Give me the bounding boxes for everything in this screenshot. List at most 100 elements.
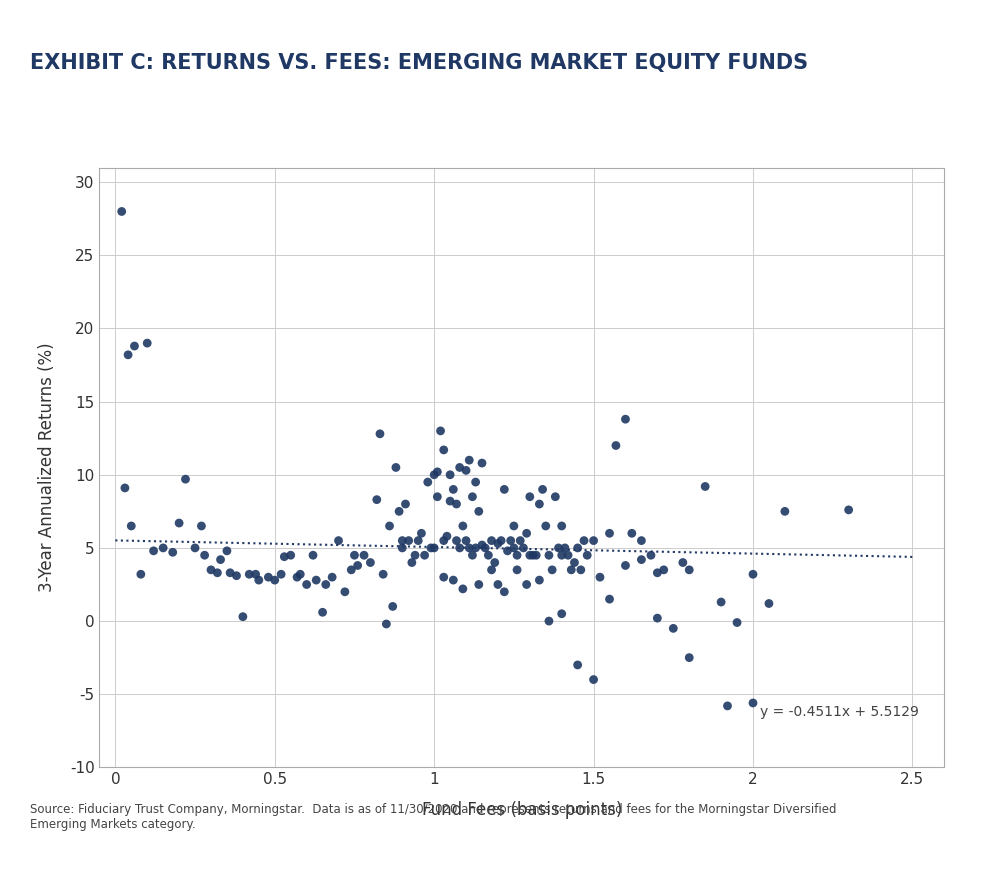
Point <box>194 519 210 533</box>
Point <box>471 505 487 519</box>
Point <box>229 569 245 583</box>
Point <box>395 541 411 555</box>
Point <box>435 534 451 548</box>
Point <box>369 492 385 506</box>
Point <box>426 467 442 482</box>
Point <box>624 527 640 541</box>
Point <box>746 696 761 710</box>
Point <box>439 529 455 543</box>
Point <box>617 412 633 426</box>
Point <box>564 563 580 577</box>
Point <box>133 567 149 581</box>
Point <box>461 541 477 555</box>
Point <box>720 699 736 713</box>
Point <box>548 490 564 504</box>
Point <box>139 336 155 350</box>
Point <box>608 438 624 452</box>
Point <box>414 527 429 541</box>
Point <box>315 605 331 619</box>
Point <box>532 573 548 587</box>
Point <box>675 556 691 570</box>
Point <box>474 538 490 552</box>
Point <box>777 505 793 519</box>
Point <box>451 541 467 555</box>
Point <box>398 497 414 511</box>
Point <box>113 205 129 219</box>
Point <box>435 443 451 457</box>
Point <box>282 549 298 563</box>
Point <box>477 541 493 555</box>
Point <box>512 534 528 548</box>
Point <box>213 552 229 566</box>
Y-axis label: 3-Year Annualized Returns (%): 3-Year Annualized Returns (%) <box>38 342 56 593</box>
Point <box>713 595 729 609</box>
Point <box>451 460 467 475</box>
Point <box>525 549 541 563</box>
Point <box>146 544 162 558</box>
Point <box>419 475 435 490</box>
Point <box>490 578 506 592</box>
Point <box>458 463 474 477</box>
Point <box>601 592 617 606</box>
Point <box>841 503 857 517</box>
Point <box>480 549 496 563</box>
Point <box>633 552 649 566</box>
Point <box>435 570 451 584</box>
Point <box>551 541 567 555</box>
Point <box>484 534 500 548</box>
Point <box>538 519 554 533</box>
Point <box>496 482 512 497</box>
Point <box>519 578 535 592</box>
Point <box>379 617 395 631</box>
Point <box>260 570 276 584</box>
Point <box>248 567 263 581</box>
Point <box>541 614 557 628</box>
Point <box>461 453 477 467</box>
Point <box>305 549 321 563</box>
Point <box>746 567 761 581</box>
Point <box>203 563 219 577</box>
Point <box>561 549 577 563</box>
Point <box>656 563 672 577</box>
Point <box>331 534 347 548</box>
Point <box>570 658 585 672</box>
Point <box>577 534 592 548</box>
Point <box>567 556 582 570</box>
Point <box>681 563 697 577</box>
Point <box>467 475 483 490</box>
Point <box>573 563 588 577</box>
Point <box>404 556 419 570</box>
Point <box>585 672 601 686</box>
Point <box>541 549 557 563</box>
Point <box>487 556 503 570</box>
Point <box>464 490 480 504</box>
Point <box>601 527 617 541</box>
Point <box>120 348 136 362</box>
Point <box>496 585 512 599</box>
Point <box>171 516 187 530</box>
Point <box>554 519 570 533</box>
Point <box>423 541 439 555</box>
Point <box>535 482 551 497</box>
Point <box>219 544 235 558</box>
Point <box>416 549 432 563</box>
Point <box>532 497 548 511</box>
Point <box>337 585 353 599</box>
Point <box>554 549 570 563</box>
Point <box>318 578 334 592</box>
Point <box>557 541 573 555</box>
Point <box>187 541 203 555</box>
Point <box>464 549 480 563</box>
Point <box>426 541 442 555</box>
Point <box>411 534 426 548</box>
Point <box>592 570 608 584</box>
Point <box>324 570 340 584</box>
Text: Source: Fiduciary Trust Company, Morningstar.  Data is as of 11/30/2020 and repr: Source: Fiduciary Trust Company, Morning… <box>30 803 836 831</box>
Point <box>471 578 487 592</box>
Point <box>289 570 305 584</box>
Point <box>544 563 560 577</box>
Point <box>761 596 777 610</box>
Point <box>165 545 181 559</box>
Point <box>554 607 570 621</box>
Point <box>681 651 697 665</box>
